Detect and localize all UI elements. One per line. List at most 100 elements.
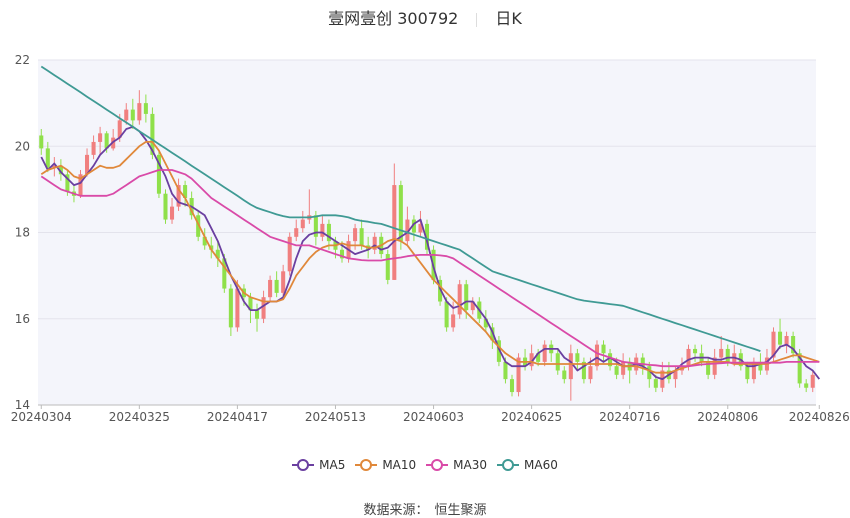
candle-body bbox=[791, 336, 796, 354]
legend: MA5 MA10 MA30 MA60 bbox=[0, 458, 850, 474]
candle-body bbox=[509, 379, 515, 393]
candle-body bbox=[137, 103, 142, 121]
candle-body bbox=[438, 279, 443, 302]
candle-body bbox=[542, 344, 547, 362]
y-axis: 14 16 18 20 22 bbox=[15, 53, 30, 412]
candle-body bbox=[653, 379, 658, 388]
y-tick-label: 22 bbox=[15, 53, 30, 67]
candle-body bbox=[85, 154, 90, 175]
candle-body bbox=[150, 113, 155, 155]
legend-label: MA30 bbox=[453, 458, 488, 472]
ma-line-ma30 bbox=[40, 169, 820, 368]
candle-body bbox=[614, 366, 619, 375]
candle-body bbox=[621, 361, 626, 375]
x-tick-label: 20240806 bbox=[697, 410, 758, 424]
candle-body bbox=[712, 357, 717, 375]
candle-body bbox=[555, 353, 560, 371]
candle-body bbox=[104, 133, 109, 149]
candle-body bbox=[202, 236, 207, 246]
candle-body bbox=[483, 318, 488, 328]
y-tick-label: 18 bbox=[15, 226, 30, 240]
legend-marker-icon bbox=[497, 459, 520, 471]
candle-body bbox=[706, 361, 711, 375]
candle-body bbox=[228, 288, 233, 328]
candle-body bbox=[398, 185, 403, 242]
candle-body bbox=[385, 254, 390, 280]
legend-item-ma5[interactable]: MA5 bbox=[292, 458, 345, 472]
y-tick-label: 20 bbox=[15, 139, 30, 153]
candle-body bbox=[771, 331, 776, 358]
candle-body bbox=[411, 219, 416, 233]
candle-body bbox=[581, 361, 586, 380]
candle-body bbox=[575, 353, 580, 362]
x-tick-label: 20240325 bbox=[109, 410, 170, 424]
candle-body bbox=[143, 103, 148, 114]
candle-body bbox=[176, 185, 181, 207]
candle-body bbox=[451, 314, 456, 328]
candle-body bbox=[169, 206, 175, 220]
legend-item-ma60[interactable]: MA60 bbox=[497, 458, 558, 472]
candle-body bbox=[778, 331, 783, 345]
candle-body bbox=[359, 228, 364, 246]
legend-item-ma30[interactable]: MA30 bbox=[426, 458, 487, 472]
x-axis: 20240304 20240325 20240417 20240513 20240603… bbox=[11, 404, 850, 424]
candle-body bbox=[294, 228, 299, 237]
candle-body bbox=[196, 215, 201, 237]
legend-label: MA10 bbox=[382, 458, 417, 472]
candle-body bbox=[536, 353, 541, 362]
candle-body bbox=[52, 165, 57, 168]
x-tick-label: 20240716 bbox=[599, 410, 660, 424]
candle-body bbox=[287, 236, 292, 272]
candle-body bbox=[516, 357, 521, 393]
candle-body bbox=[725, 348, 730, 362]
candle-body bbox=[281, 271, 286, 293]
candle-body bbox=[758, 361, 763, 371]
x-tick-label: 20240513 bbox=[305, 410, 366, 424]
candle-body bbox=[529, 353, 534, 367]
candle-body bbox=[98, 133, 103, 142]
candle-body bbox=[797, 353, 802, 384]
legend-label: MA5 bbox=[319, 458, 346, 472]
source-value: 恒生聚源 bbox=[434, 503, 487, 518]
candle-body bbox=[117, 120, 122, 138]
candle-body bbox=[261, 297, 266, 319]
candle-body bbox=[424, 223, 430, 250]
x-tick-label: 20240417 bbox=[207, 410, 268, 424]
candle-body bbox=[313, 215, 318, 237]
y-tick-label: 14 bbox=[15, 398, 30, 412]
candle-body bbox=[130, 109, 135, 121]
candle-body bbox=[39, 135, 44, 149]
candle-body bbox=[751, 361, 756, 380]
source-label: 数据来源： bbox=[363, 503, 429, 518]
legend-marker-icon bbox=[426, 459, 449, 471]
candle-body bbox=[647, 366, 652, 380]
legend-marker-icon bbox=[292, 459, 315, 471]
candle-body bbox=[418, 223, 423, 233]
candle-body bbox=[562, 370, 567, 380]
candle-body bbox=[215, 249, 220, 259]
candle-body bbox=[65, 174, 70, 192]
title-separator bbox=[476, 12, 478, 27]
candle-body bbox=[810, 374, 815, 388]
x-tick-label: 20240603 bbox=[403, 410, 464, 424]
candle-body bbox=[235, 288, 240, 328]
candle-body bbox=[392, 185, 397, 280]
candle-body bbox=[91, 141, 96, 155]
legend-marker-icon bbox=[355, 459, 378, 471]
candle-body bbox=[673, 370, 678, 380]
candle-body bbox=[45, 148, 50, 168]
candle-body bbox=[444, 301, 449, 328]
ma-line-ma60 bbox=[40, 65, 761, 352]
candle-body bbox=[183, 185, 188, 198]
candle-body bbox=[686, 348, 691, 367]
candle-body bbox=[464, 284, 469, 311]
candle-body bbox=[124, 109, 129, 121]
candle-body bbox=[156, 154, 161, 194]
x-tick-label: 20240826 bbox=[789, 410, 850, 424]
legend-item-ma10[interactable]: MA10 bbox=[355, 458, 416, 472]
candle-body bbox=[405, 219, 410, 242]
candle-body bbox=[320, 223, 325, 237]
candle-body bbox=[693, 348, 698, 354]
candle-body bbox=[163, 193, 168, 220]
